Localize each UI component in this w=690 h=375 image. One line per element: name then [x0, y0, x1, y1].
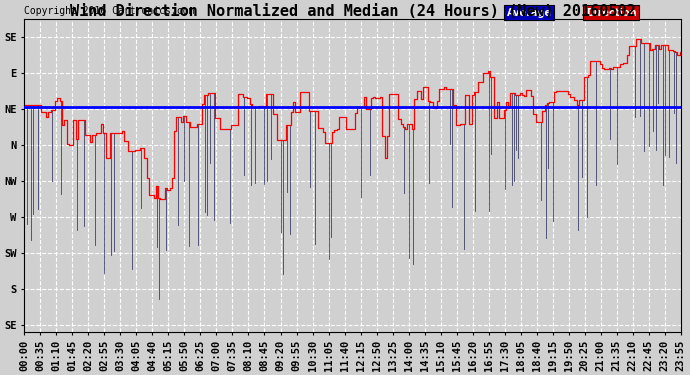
- Text: Copyright 2016 Cartronics.com: Copyright 2016 Cartronics.com: [24, 6, 195, 16]
- Title: Wind Direction Normalized and Median (24 Hours) (New) 20160502: Wind Direction Normalized and Median (24…: [70, 4, 635, 19]
- Text: Average: Average: [507, 8, 552, 18]
- Text: Direction: Direction: [586, 8, 636, 18]
